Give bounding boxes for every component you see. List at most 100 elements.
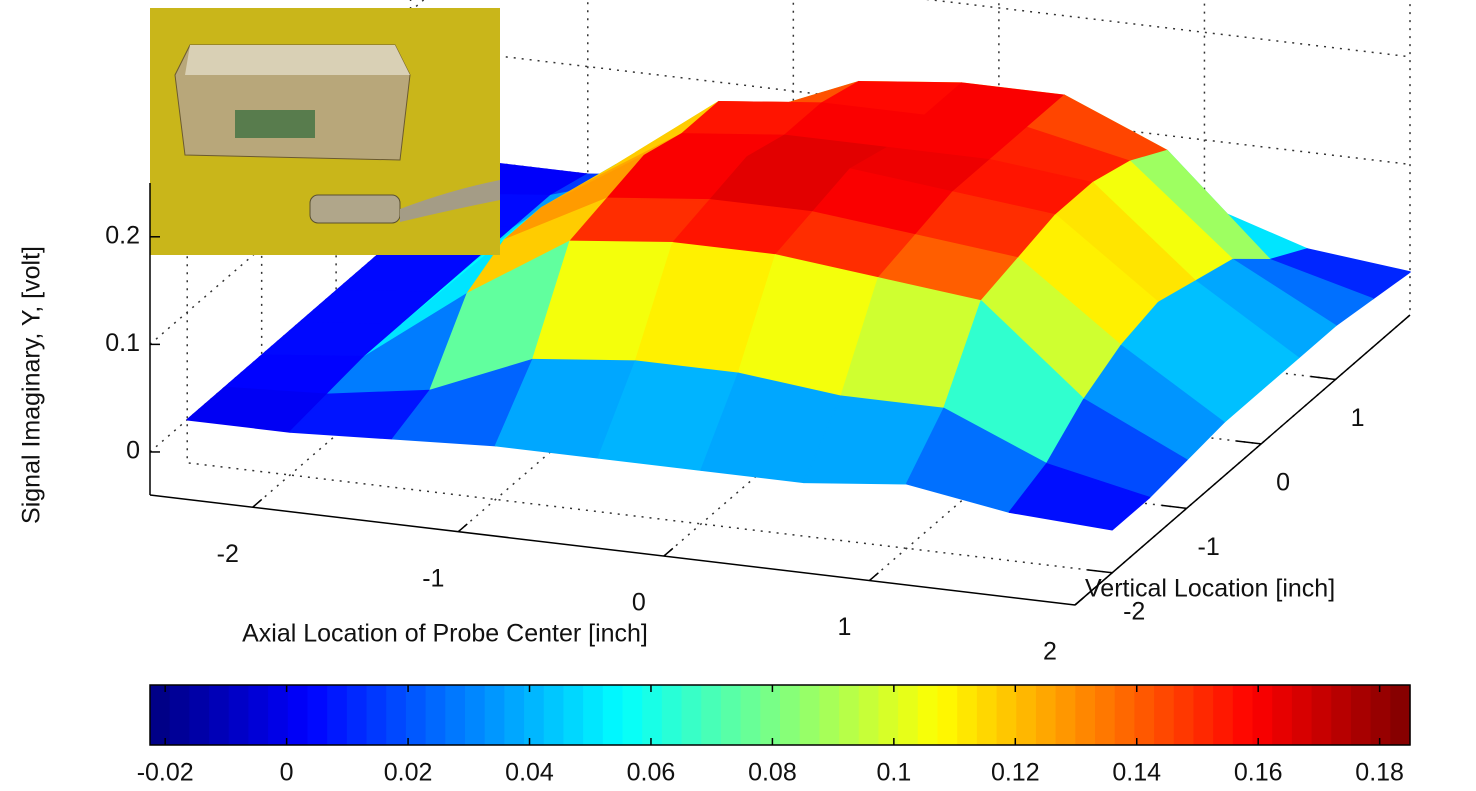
colorbar-swatch [583, 685, 604, 745]
colorbar-swatch [819, 685, 840, 745]
colorbar-tick-label: -0.02 [137, 759, 194, 787]
colorbar-swatch [760, 685, 781, 745]
colorbar-tick-label: 0.16 [1234, 759, 1283, 787]
colorbar-swatch [465, 685, 486, 745]
colorbar-swatch [858, 685, 880, 745]
x-axis-line [149, 494, 1076, 606]
y-tick [1087, 569, 1113, 574]
colorbar-swatch [524, 685, 545, 745]
photo-label [235, 110, 315, 138]
colorbar-swatch [661, 685, 683, 745]
colorbar-tick-label: 0.1 [876, 759, 911, 787]
colorbar-tick-label: 0.06 [627, 759, 676, 787]
x-tick-label: -2 [217, 540, 239, 568]
colorbar-swatch [445, 685, 466, 745]
colorbar-tick-label: 0.18 [1355, 759, 1404, 787]
y-tick [1161, 504, 1187, 510]
colorbar-swatch [957, 685, 978, 745]
colorbar-swatch [386, 685, 407, 745]
colorbar-swatch [248, 685, 269, 745]
colorbar-swatch [563, 685, 584, 745]
colorbar-swatch [839, 685, 860, 745]
y-tick-label: 1 [1351, 404, 1365, 432]
x-tick [663, 547, 674, 557]
x-tick-label: -1 [422, 564, 444, 592]
colorbar-swatch [484, 685, 505, 745]
z-tick-label: 0 [126, 437, 140, 465]
x-tick [457, 523, 468, 533]
colorbar-swatch [1350, 685, 1372, 745]
photo-connector [309, 194, 401, 224]
colorbar-swatch [1134, 685, 1155, 745]
colorbar-swatch [327, 685, 348, 745]
z-tick-label: 0.1 [105, 329, 140, 357]
colorbar-tick-label: 0.04 [505, 759, 554, 787]
colorbar-tick-label: 0.08 [748, 759, 797, 787]
colorbar-tick-label: 0 [280, 759, 294, 787]
colorbar-swatch [720, 685, 742, 745]
colorbar-swatch [898, 685, 919, 745]
y-tick-label: -1 [1198, 533, 1220, 561]
colorbar-swatch [1035, 685, 1057, 745]
colorbar-swatch [1252, 685, 1273, 745]
x-tick-label: 1 [837, 613, 851, 641]
colorbar-swatch [1114, 685, 1135, 745]
colorbar-swatch [1154, 685, 1175, 745]
colorbar-swatch [346, 685, 368, 745]
y-tick-label: -2 [1123, 597, 1145, 625]
colorbar-swatch [1370, 685, 1391, 745]
colorbar-swatch [642, 685, 663, 745]
colorbar-swatch [1232, 685, 1254, 745]
colorbar-swatch [1291, 685, 1313, 745]
colorbar-swatch [189, 685, 210, 745]
x-tick [1074, 596, 1085, 606]
colorbar-swatch [1272, 685, 1293, 745]
x-tick [252, 498, 263, 508]
colorbar-swatch [1016, 685, 1037, 745]
colorbar-swatch [917, 685, 939, 745]
photo-box-top [185, 45, 410, 75]
surface [149, 0, 1411, 606]
colorbar-swatch [996, 685, 1017, 745]
x-tick-label: 0 [632, 589, 646, 617]
colorbar-swatch [937, 685, 958, 745]
y-axis-label: Vertical Location [inch] [1085, 575, 1335, 603]
x-tick [868, 572, 879, 582]
colorbar-swatch [799, 685, 820, 745]
colorbar-swatch [681, 685, 702, 745]
photo-cable [400, 180, 500, 222]
colorbar-swatch [268, 685, 289, 745]
colorbar-swatch [287, 685, 309, 745]
colorbar-tick-label: 0.14 [1112, 759, 1161, 787]
z-axis-label: Signal Imaginary, Y, [volt] [18, 246, 46, 524]
colorbar-swatch [1331, 685, 1352, 745]
y-tick [1236, 440, 1262, 445]
colorbar-tick-label: 0.02 [384, 759, 433, 787]
surface-patch [1008, 463, 1151, 531]
colorbar-swatch [169, 685, 190, 745]
colorbar-swatch [1193, 685, 1214, 745]
colorbar-swatch [1213, 685, 1234, 745]
colorbar-swatch [504, 685, 525, 745]
colorbar-swatch [1173, 685, 1195, 745]
colorbar-swatch [740, 685, 761, 745]
colorbar-swatch [701, 685, 722, 745]
colorbar-swatch [228, 685, 250, 745]
colorbar-swatch [209, 685, 230, 745]
x-tick-label: 2 [1043, 638, 1057, 666]
colorbar-swatch [602, 685, 624, 745]
colorbar-swatch [543, 685, 565, 745]
colorbar-swatch [1311, 685, 1332, 745]
x-axis-label: Axial Location of Probe Center [inch] [242, 620, 648, 648]
colorbar-frame [149, 684, 1411, 746]
colorbar-swatch [780, 685, 801, 745]
colorbar-swatch [1390, 685, 1411, 745]
colorbar-swatch [405, 685, 427, 745]
colorbar-swatch [1075, 685, 1096, 745]
colorbar-swatch [622, 685, 643, 745]
colorbar-swatch [150, 685, 171, 745]
y-tick-label: 0 [1276, 468, 1290, 496]
colorbar-swatch [1055, 685, 1076, 745]
colorbar-swatch [1095, 685, 1116, 745]
